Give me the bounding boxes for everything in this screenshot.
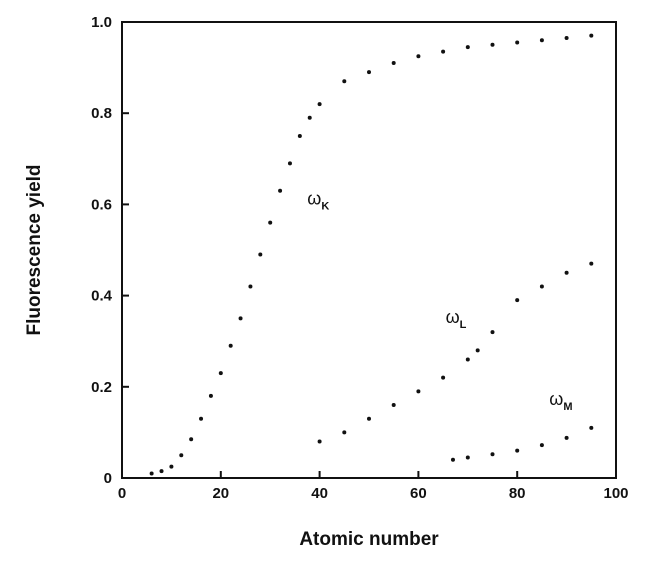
data-point [475, 348, 480, 353]
data-point [465, 455, 470, 460]
data-point [564, 435, 569, 440]
data-point [218, 371, 223, 376]
series-m [450, 425, 594, 462]
y-tick-label: 0.4 [91, 288, 113, 305]
data-point [317, 102, 322, 107]
data-point [564, 35, 569, 40]
series-l [317, 261, 594, 444]
x-tick-label: 80 [509, 485, 526, 502]
data-point [149, 471, 154, 476]
y-tick-label: 0.8 [91, 105, 112, 122]
data-point [450, 457, 455, 462]
data-point [465, 357, 470, 362]
data-point [169, 464, 174, 469]
data-point [539, 38, 544, 43]
x-tick-label: 60 [410, 485, 427, 502]
data-point [238, 316, 243, 321]
data-point [159, 469, 164, 474]
y-tick-label: 0.6 [91, 196, 112, 213]
data-point [539, 443, 544, 448]
x-tick-label: 40 [311, 485, 328, 502]
data-point [307, 115, 312, 120]
data-point [515, 298, 520, 303]
data-point [589, 261, 594, 266]
data-point [189, 437, 194, 442]
data-point [248, 284, 253, 289]
data-point [179, 453, 184, 458]
data-point [268, 220, 273, 225]
series-k [149, 33, 594, 476]
data-point [515, 40, 520, 45]
data-point [539, 284, 544, 289]
data-point [258, 252, 263, 257]
y-tick-label: 0.2 [91, 379, 112, 396]
data-point [589, 425, 594, 430]
data-point [367, 70, 371, 75]
data-point [589, 33, 594, 38]
plot-frame [121, 21, 617, 479]
data-point [515, 448, 520, 453]
data-point [490, 42, 495, 47]
data-point [367, 416, 371, 421]
data-point [297, 134, 302, 138]
data-point [278, 188, 283, 193]
data-point [199, 416, 204, 421]
data-point [490, 330, 495, 335]
data-point [287, 161, 292, 166]
series-label-m: ωM [549, 389, 572, 413]
x-axis-title: Atomic number [299, 529, 439, 550]
data-point [391, 61, 396, 66]
data-point [416, 54, 421, 59]
data-point [441, 375, 446, 380]
series-label-k: ωK [307, 188, 329, 212]
x-tick-label: 100 [603, 485, 628, 502]
data-point [441, 49, 446, 54]
y-tick-label: 0 [104, 470, 112, 487]
data-point [391, 403, 396, 408]
y-tick-label: 1.0 [91, 14, 112, 31]
series-label-l: ωL [446, 307, 467, 331]
y-axis-title: Fluorescence yield [24, 164, 45, 335]
data-point [564, 270, 569, 275]
data-point [342, 79, 347, 84]
ticks: 0 20 40 60 80 100 0 0.2 0.4 0.6 0.8 1.0 [91, 14, 628, 502]
data-point [490, 452, 495, 457]
data-points [149, 33, 594, 476]
series-labels: ωK ωL ωM [307, 188, 572, 413]
data-point [317, 439, 322, 444]
data-point [465, 45, 470, 50]
data-point [342, 430, 347, 435]
data-point [416, 389, 421, 394]
x-tick-label: 0 [118, 485, 126, 502]
data-point [208, 393, 213, 398]
data-point [228, 343, 233, 348]
x-tick-label: 20 [212, 485, 229, 502]
